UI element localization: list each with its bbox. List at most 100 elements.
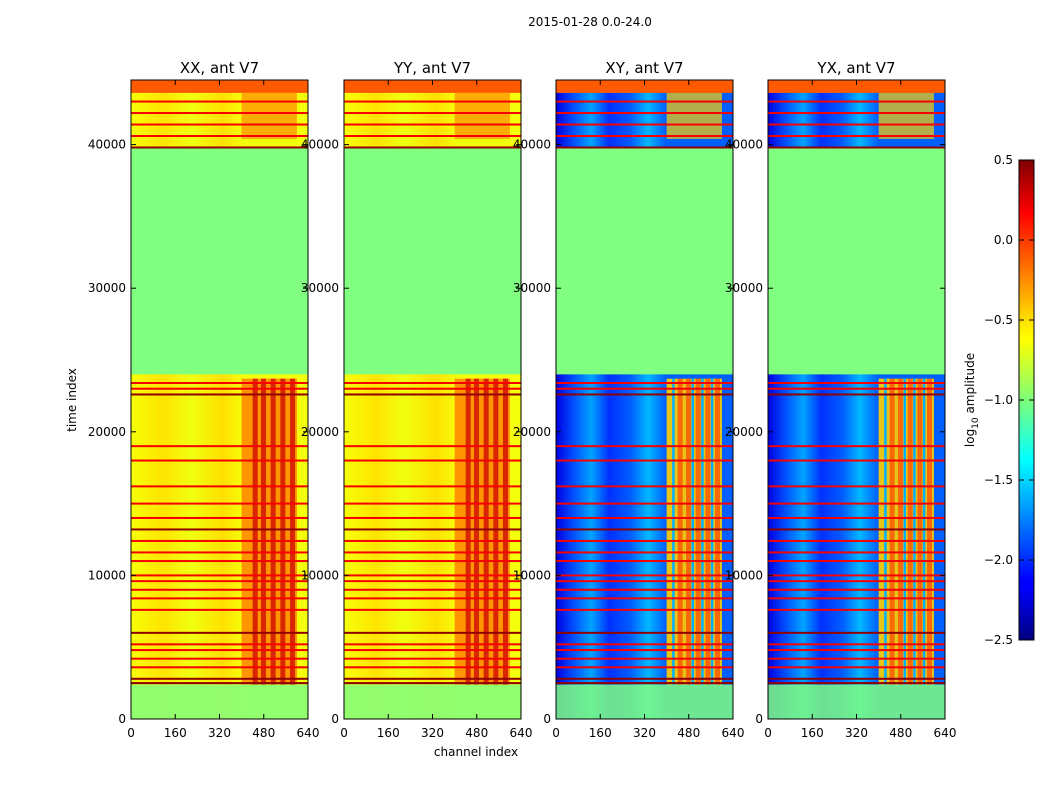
hline-12 [768, 574, 945, 577]
hline-6 [344, 643, 521, 646]
hline-11 [344, 580, 521, 583]
panel-4: YX, ant V7 0 160 320 480 640 0 10000 20000 30000 4… [725, 59, 957, 740]
hline-16 [556, 528, 733, 531]
x-tick-label: 640 [510, 726, 533, 740]
hline-7 [344, 631, 521, 634]
active-block [454, 378, 510, 685]
hline-27 [768, 123, 945, 126]
figure-suptitle: 2015-01-28 0.0-24.0 [528, 15, 652, 29]
hline-14 [131, 551, 308, 554]
y-tick-label: 40000 [301, 138, 339, 152]
y-tick-label: 10000 [725, 568, 763, 582]
hline-6 [556, 643, 733, 646]
panels: XX, ant V7 0 160 320 480 640 0 10000 20000 30000 4… [88, 59, 957, 740]
hline-14 [768, 551, 945, 554]
x-tick-label: 160 [377, 726, 400, 740]
cyan-stripe-3 [913, 378, 916, 685]
active-block [666, 378, 722, 685]
hline-20 [344, 459, 521, 462]
active-stripe-5 [290, 378, 296, 685]
x-tick-label: 320 [208, 726, 231, 740]
hline-7 [768, 631, 945, 634]
hline-22 [556, 393, 733, 396]
hline-5 [131, 649, 308, 652]
active-block-top [666, 92, 722, 139]
hline-26 [556, 135, 733, 138]
active-stripe-4 [917, 378, 923, 685]
hline-19 [344, 485, 521, 488]
x-tick-label: 480 [252, 726, 275, 740]
colorbar-label: log10 amplitude [963, 353, 981, 447]
active-block [878, 378, 934, 685]
active-stripe-1 [677, 378, 683, 685]
active-stripe-5 [927, 378, 933, 685]
hline-12 [131, 574, 308, 577]
hline-20 [556, 459, 733, 462]
hline-28 [556, 112, 733, 115]
active-stripe-2 [897, 378, 903, 685]
y-tick-label: 0 [331, 712, 339, 726]
hline-20 [768, 459, 945, 462]
panel-title: YX, ant V7 [816, 59, 895, 77]
hline-23 [768, 387, 945, 390]
active-stripe-3 [695, 378, 701, 685]
y-tick-label: 20000 [88, 425, 126, 439]
flagged-region-low [768, 684, 945, 719]
x-tick-label: 0 [340, 726, 348, 740]
hline-26 [344, 135, 521, 138]
x-tick-label: 480 [465, 726, 488, 740]
hline-25 [768, 146, 945, 149]
hline-21 [344, 445, 521, 448]
hline-12 [344, 574, 521, 577]
hline-6 [768, 643, 945, 646]
hline-10 [556, 588, 733, 591]
hline-22 [131, 393, 308, 396]
hline-5 [768, 649, 945, 652]
hline-3 [131, 666, 308, 669]
cyan-stripe-1 [672, 378, 675, 685]
hline-24 [344, 381, 521, 384]
hline-15 [131, 539, 308, 542]
active-block-top [241, 92, 297, 139]
hline-26 [768, 135, 945, 138]
hline-8 [131, 608, 308, 611]
colorbar-ticks: 0.5 0.0 −0.5 −1.0 −1.5 −2.0 −2.5 [984, 153, 1034, 647]
hline-1 [131, 682, 308, 685]
hline-22 [768, 393, 945, 396]
active-stripe-5 [503, 378, 509, 685]
hline-25 [131, 146, 308, 149]
hline-13 [768, 560, 945, 563]
cyan-stripe-2 [691, 378, 695, 685]
active-block-top [878, 92, 934, 139]
colorbar: 0.5 0.0 −0.5 −1.0 −1.5 −2.0 −2.5 log10 amplitu… [963, 153, 1035, 647]
active-stripe-1 [889, 378, 895, 685]
hline-1 [556, 682, 733, 685]
panel-title: XX, ant V7 [180, 59, 259, 77]
hline-18 [556, 502, 733, 505]
hline-27 [131, 123, 308, 126]
hline-16 [768, 528, 945, 531]
hline-29 [556, 100, 733, 103]
cyan-stripe-3 [701, 378, 704, 685]
hline-21 [768, 445, 945, 448]
hline-3 [344, 666, 521, 669]
hline-21 [131, 445, 308, 448]
panel-title: YY, ant V7 [393, 59, 471, 77]
active-stripe-4 [705, 378, 711, 685]
hline-17 [556, 516, 733, 519]
colorbar-tick-label: 0.5 [994, 153, 1013, 167]
colorbar-label-prefix: log [963, 429, 977, 447]
y-tick-label: 10000 [301, 568, 339, 582]
x-tick-label: 320 [845, 726, 868, 740]
active-stripe-2 [685, 378, 691, 685]
hline-2 [131, 677, 308, 680]
cyan-stripe-4 [710, 378, 714, 685]
y-tick-label: 40000 [725, 138, 763, 152]
hline-15 [556, 539, 733, 542]
hline-8 [768, 608, 945, 611]
hline-14 [556, 551, 733, 554]
flagged-region-low [556, 684, 733, 719]
hline-15 [768, 539, 945, 542]
panel-3: XY, ant V7 0 160 320 480 640 0 10000 20000 30000 4… [513, 59, 745, 740]
